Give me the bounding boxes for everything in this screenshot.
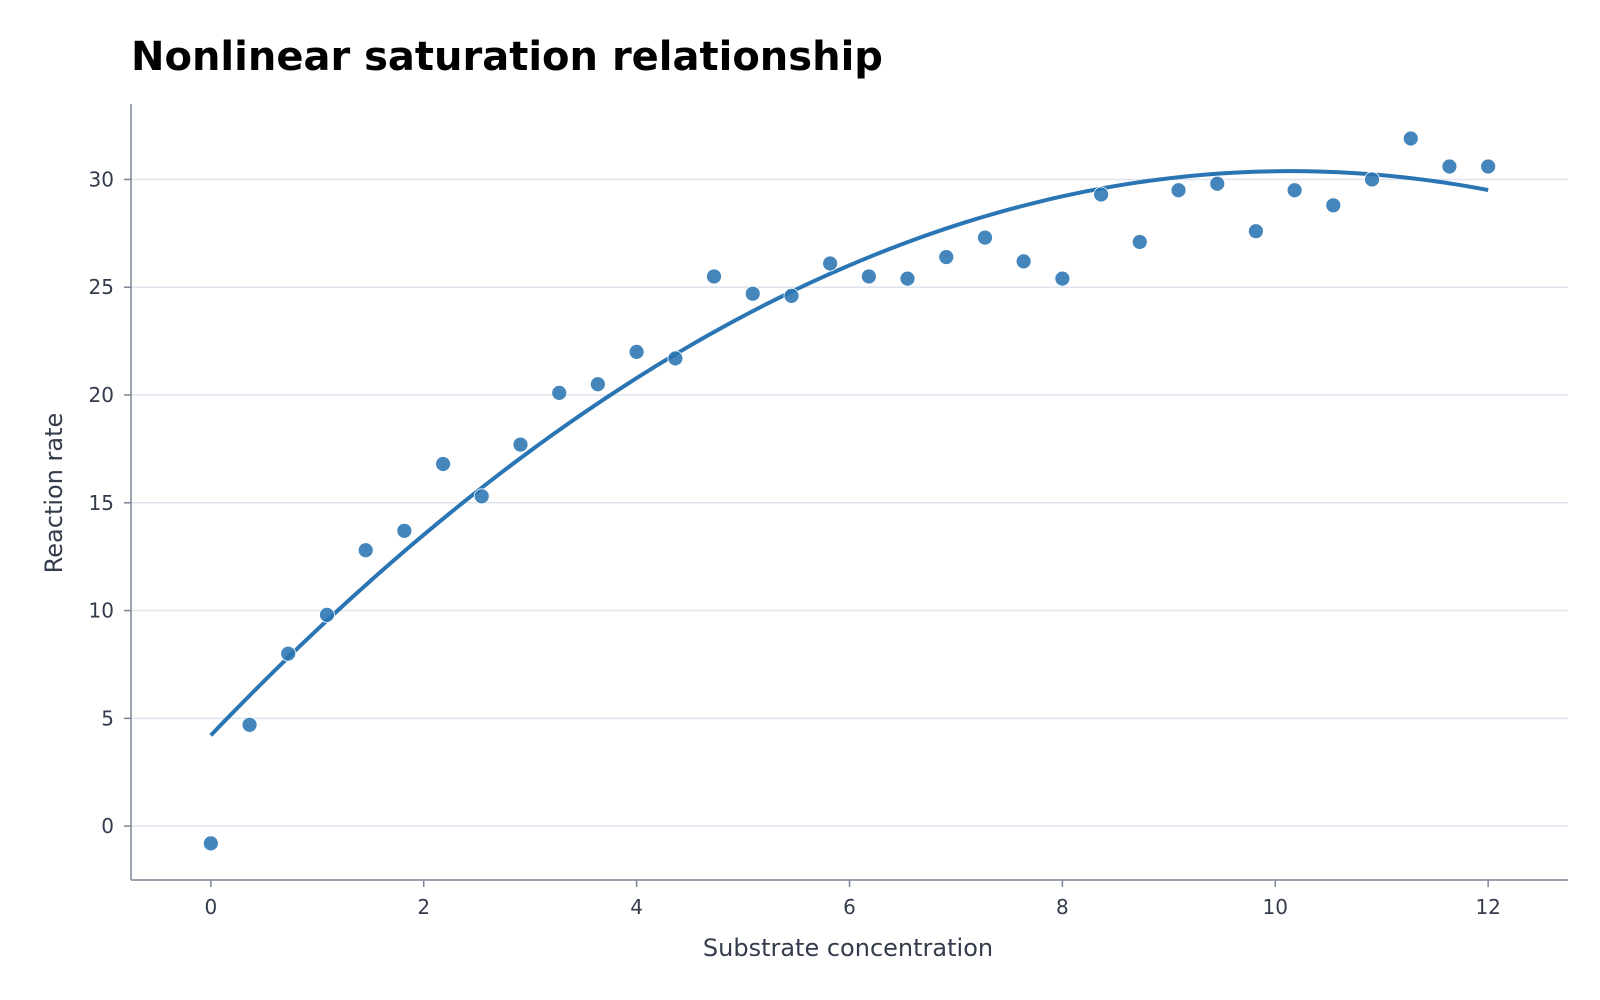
- data-point-3: [319, 606, 335, 623]
- y-tick-label-6: 30: [89, 167, 114, 191]
- data-point-8: [512, 436, 529, 453]
- data-point-24: [1131, 234, 1148, 250]
- y-tick-label-4: 20: [89, 383, 114, 407]
- data-point-5: [396, 522, 413, 539]
- x-tick-label-2: 4: [630, 895, 643, 919]
- data-point-11: [628, 343, 645, 360]
- data-point-21: [1015, 253, 1032, 270]
- data-point-22: [1054, 270, 1071, 287]
- data-point-1: [241, 716, 258, 733]
- data-point-26: [1209, 175, 1226, 192]
- data-point-31: [1402, 130, 1419, 147]
- data-point-29: [1325, 197, 1342, 214]
- x-tick-label-1: 2: [417, 895, 430, 919]
- scatter-points: [202, 130, 1497, 852]
- fit-curve: [209, 169, 1489, 737]
- x-tick-label-0: 0: [204, 895, 217, 919]
- data-point-33: [1480, 158, 1497, 175]
- data-point-18: [899, 270, 916, 287]
- data-point-25: [1170, 182, 1187, 199]
- x-tick-label-5: 10: [1263, 895, 1288, 919]
- data-point-16: [822, 255, 839, 272]
- data-point-30: [1364, 171, 1380, 188]
- data-point-0: [202, 835, 219, 852]
- data-point-19: [938, 249, 955, 265]
- x-tick-label-3: 6: [843, 895, 856, 919]
- y-axis-label: Reaction rate: [40, 413, 68, 574]
- data-point-20: [977, 229, 993, 246]
- data-point-10: [589, 376, 606, 393]
- axes: [130, 104, 1568, 881]
- data-point-13: [706, 268, 722, 285]
- gridlines: [131, 178, 1568, 827]
- x-tick-label-6: 12: [1475, 895, 1500, 919]
- data-point-27: [1248, 223, 1264, 240]
- ticks: 0 5 10 15 20 25 30 0 2 4 6 8 10 12: [89, 167, 1501, 919]
- data-point-4: [357, 542, 374, 559]
- data-point-7: [473, 488, 490, 505]
- y-tick-label-1: 5: [101, 706, 114, 730]
- data-point-15: [783, 287, 800, 304]
- data-point-2: [280, 645, 297, 662]
- data-point-12: [667, 350, 684, 367]
- x-tick-label-4: 8: [1056, 895, 1069, 919]
- y-tick-label-2: 10: [89, 599, 114, 623]
- data-point-28: [1286, 182, 1303, 199]
- data-point-17: [860, 268, 877, 285]
- data-point-14: [744, 285, 761, 302]
- data-point-32: [1441, 158, 1458, 175]
- chart-title: Nonlinear saturation relationship: [131, 34, 883, 80]
- data-point-6: [435, 456, 451, 472]
- data-point-9: [551, 384, 568, 401]
- data-point-23: [1093, 186, 1110, 203]
- x-axis-label: Substrate concentration: [703, 934, 993, 962]
- y-tick-label-0: 0: [101, 814, 114, 838]
- fit-curve-group: [209, 169, 1489, 737]
- y-tick-label-5: 25: [89, 275, 114, 299]
- y-tick-label-3: 15: [89, 491, 114, 515]
